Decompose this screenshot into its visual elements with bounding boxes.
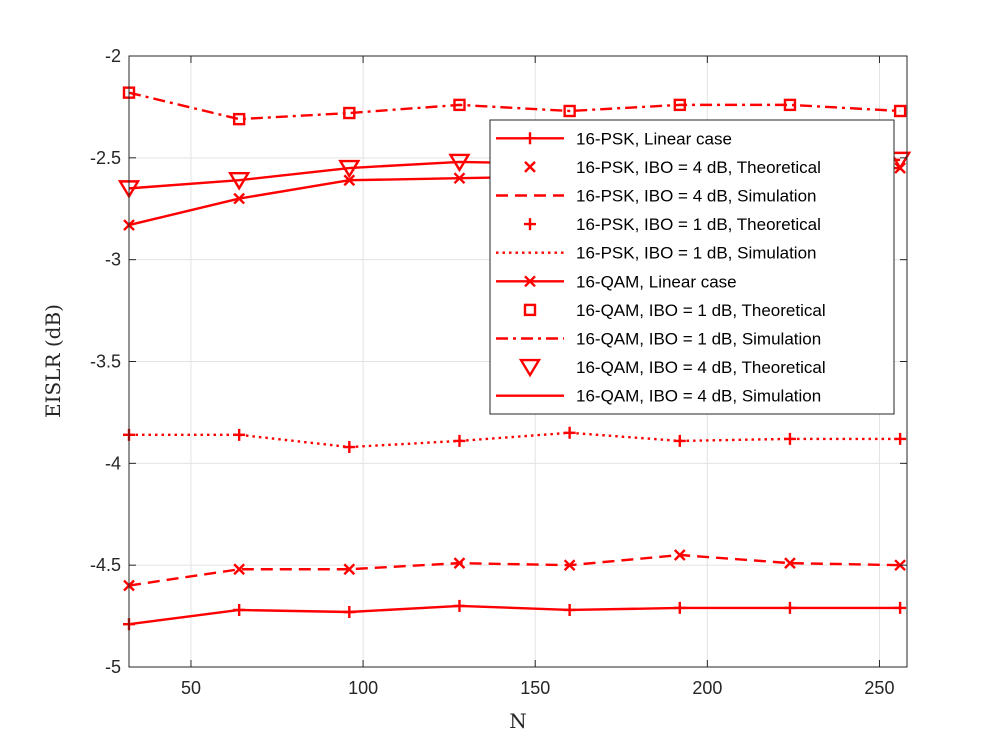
y-tick-label: -4.5 [90,555,121,575]
data-point [343,606,356,619]
series-line [129,431,901,449]
x-tick-label: 250 [864,678,894,698]
series-3 [128,553,901,587]
legend-item: 16-QAM, IBO = 1 dB, Theoretical [523,301,826,320]
data-point [673,601,686,614]
y-tick-label: -2 [105,46,121,66]
legend-label: 16-QAM, IBO = 1 dB, Simulation [576,330,821,349]
series-5 [129,431,901,449]
legend-label: 16-PSK, IBO = 4 dB, Theoretical [576,158,821,177]
data-point [518,358,542,378]
data-point [343,563,356,576]
legend-item: 16-QAM, IBO = 1 dB, Simulation [496,330,821,349]
data-point [563,603,576,616]
legend-label: 16-PSK, Linear case [576,129,732,148]
data-point [233,603,246,616]
y-tick-label: -3 [105,250,121,270]
data-point [523,303,537,317]
x-tick-label: 100 [348,678,378,698]
data-point [453,599,466,612]
data-point [233,192,246,205]
legend-label: 16-QAM, Linear case [576,272,737,291]
legend-item: 16-QAM, IBO = 4 dB, Simulation [496,387,821,406]
data-point [343,174,356,187]
data-point [524,218,536,231]
legend-label: 16-QAM, IBO = 4 dB, Theoretical [576,358,826,377]
data-point [563,104,576,118]
y-tick-label: -3.5 [90,352,121,372]
legend-label: 16-PSK, IBO = 4 dB, Simulation [576,187,816,206]
legend-label: 16-QAM, IBO = 1 dB, Theoretical [576,301,826,320]
legend-item: 16-PSK, IBO = 4 dB, Theoretical [524,158,821,177]
legend-label: 16-PSK, IBO = 1 dB, Theoretical [576,215,821,234]
data-point [343,441,356,454]
x-tick-label: 150 [520,678,550,698]
data-point [524,161,536,173]
y-axis-label: EISLR (dB) [41,304,65,418]
y-tick-label: -5 [105,657,121,677]
data-point [453,172,466,185]
data-point [893,104,907,118]
legend: 16-PSK, Linear case 16-PSK, IBO = 4 dB, T… [489,119,895,415]
legend-item: 16-PSK, IBO = 4 dB, Simulation [496,187,816,206]
data-point [524,132,536,145]
legend-item: 16-QAM, IBO = 4 dB, Theoretical [518,358,826,378]
legend-item: 16-PSK, Linear case [496,129,732,148]
series-line [128,553,901,587]
data-point [784,557,796,569]
x-tick-label: 50 [181,678,201,698]
data-point [233,563,246,576]
legend-item: 16-PSK, IBO = 1 dB, Simulation [496,244,816,263]
legend-box [489,119,895,415]
data-point [783,601,796,614]
legend-item: 16-QAM, Linear case [496,272,737,291]
legend-label: 16-PSK, IBO = 1 dB, Simulation [576,244,816,263]
legend-label: 16-QAM, IBO = 4 dB, Simulation [576,387,821,406]
series-line [128,604,901,626]
data-point [524,275,536,288]
data-point [894,601,907,614]
series-line [128,91,901,121]
axes: 50 100 150 200 250 -2 -2.5 -3 -3.5 -4 -4.5 -5 [90,46,907,698]
legend-item: 16-PSK, IBO = 1 dB, Theoretical [524,215,821,234]
x-axis-label: N [509,709,527,733]
x-tick-label: 200 [692,678,722,698]
y-tick-label: -2.5 [90,148,121,168]
y-tick-label: -4 [105,453,121,473]
series-8 [128,91,901,121]
